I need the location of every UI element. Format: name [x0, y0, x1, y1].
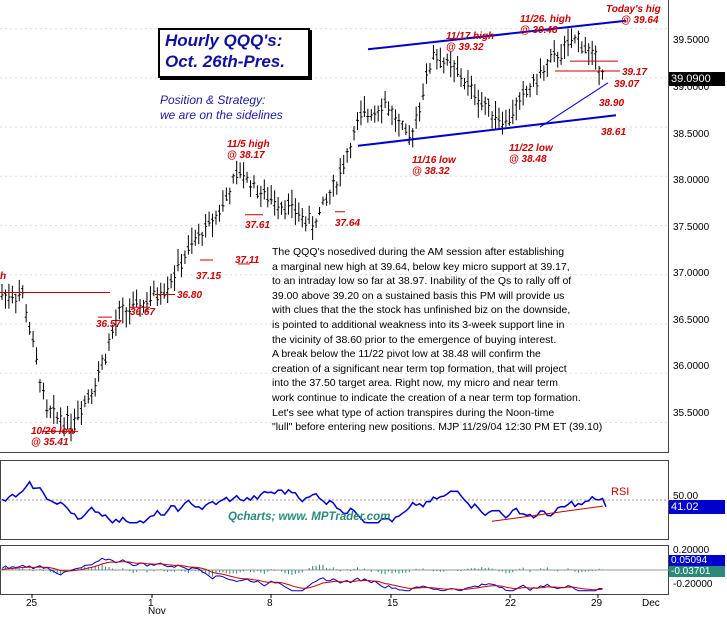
watermark: Qcharts; www. MPTrader.com: [228, 511, 391, 523]
commentary-line: creation of a significant near term top …: [272, 362, 567, 375]
annotation-line: 11/5 high: [227, 139, 270, 150]
annotation-line: @ 38.32: [412, 166, 450, 177]
annotation-line: @ 38.48: [509, 154, 547, 165]
macd-signal-line: [1, 561, 603, 591]
nov22-low-label: 11/22 low @ 38.48: [509, 143, 553, 165]
macd-line: [1, 557, 603, 592]
level-39-07: 39.07: [614, 79, 640, 90]
nov5-high-label: 11/5 high @ 38.17: [227, 139, 270, 161]
annotation-line: @ 35.41: [31, 437, 69, 448]
rsi-line: [1, 480, 607, 524]
macd-tick-label: -0.20000: [673, 579, 713, 590]
price-tick-label: 35.5000: [673, 408, 710, 419]
annotation-line: @ 39.32: [446, 42, 484, 53]
strategy-note: Position & Strategy: we are on the sidel…: [160, 93, 283, 123]
level-38-61: 38.61: [601, 127, 627, 138]
price-tick-label: 39.0000: [673, 82, 710, 93]
commentary-line: 39.00 above 39.20 on a sustained basis t…: [272, 289, 565, 302]
nov17-high-label: 11/17 high @ 39.32: [446, 31, 494, 53]
annotation-line: 11/22 low: [509, 143, 553, 154]
commentary-line: to an intraday low so far at 38.97. Inab…: [272, 275, 572, 288]
x-month-label: Nov: [148, 606, 166, 617]
price-tick-label: 38.0000: [673, 175, 710, 186]
price-tick-label: 39.5000: [673, 35, 710, 46]
x-tick-label: Dec: [642, 598, 660, 609]
x-tick-label: 25: [26, 598, 38, 609]
commentary-line: A break below the 11/22 pivot low at 38.…: [272, 348, 541, 361]
price-tick-label: 36.0000: [673, 361, 710, 372]
level-36-57: 36.57: [96, 319, 122, 330]
level-38-90: 38.90: [599, 98, 625, 109]
x-tick-label: 1: [148, 598, 154, 609]
todays-high-label: Today's hig @ 39.64: [606, 4, 661, 26]
commentary-line: with clues that the the stock has unfini…: [272, 304, 571, 317]
chart-title-line1: Hourly QQQ's:: [165, 31, 283, 50]
level-cutoff-label: h: [0, 271, 7, 282]
commentary-line: into the 37.50 target area. Right now, m…: [272, 377, 558, 390]
level-39-17: 39.17: [622, 67, 648, 78]
strategy-line2: we are on the sidelines: [160, 108, 283, 122]
x-tick-label: 8: [267, 598, 273, 609]
chart-title-line2: Oct. 26th-Pres.: [165, 52, 285, 71]
price-panel: [0, 0, 669, 453]
annotation-line: @ 38.17: [227, 150, 265, 161]
micro-support-line: [539, 82, 609, 128]
price-tick-label: 36.5000: [673, 315, 710, 326]
level-36-67: 36.67: [130, 307, 156, 318]
macd-tick-label: 0.20000: [673, 545, 710, 556]
rsi-current-label: 41.02: [669, 500, 725, 514]
annotation-line: 11/26. high: [520, 14, 571, 25]
level-37-15: 37.15: [196, 271, 222, 282]
oct26-low-label: 10/26 low @ 35.41: [31, 426, 75, 448]
price-tick-label: 37.0000: [673, 268, 710, 279]
x-tick-label: 15: [387, 598, 399, 609]
commentary-text: The QQQ's nosedived during the AM sessio…: [272, 245, 672, 435]
chart-title-box: Hourly QQQ's: Oct. 26th-Pres.: [158, 28, 310, 78]
level-37-11: 37.11: [235, 255, 260, 266]
commentary-line: a marginal new high at 39.64, below key …: [272, 260, 570, 273]
annotation-line: 11/17 high: [446, 31, 495, 42]
level-37-61: 37.61: [245, 220, 271, 231]
commentary-line: is pointed to additional weakness into i…: [272, 318, 565, 331]
x-tick-label: 29: [591, 598, 603, 609]
commentary-line: The QQQ's nosedived during the AM sessio…: [272, 246, 565, 258]
price-tick-label: 38.5000: [673, 129, 710, 140]
annotation-line: @ 39.48: [520, 25, 558, 36]
rsi-tick-label: 50.00: [673, 491, 699, 502]
rsi-trendline: [491, 505, 604, 522]
level-37-64: 37.64: [335, 218, 361, 229]
commentary-line: the vicinity of 38.60 prior to the emerg…: [272, 333, 557, 346]
annotation-line: 11/16 low: [412, 155, 456, 166]
commentary-line: work continue to indicate the creation o…: [272, 391, 581, 404]
strategy-line1: Position & Strategy:: [160, 93, 266, 107]
rsi-label: RSI: [611, 486, 630, 498]
commentary-line: "lull" before entering new positions. MJ…: [272, 421, 603, 434]
current-price-label: 39.0900: [669, 72, 725, 86]
level-36-80: 36.80: [177, 290, 203, 301]
price-tick-label: 37.5000: [673, 222, 710, 233]
nov16-low-label: 11/16 low @ 38.32: [412, 155, 456, 177]
macd-value-label: -0.03701: [669, 566, 725, 577]
annotation-line: Today's hig: [606, 4, 661, 15]
annotation-line: 10/26 low: [31, 426, 76, 437]
macd-value-label: 0.05094: [669, 555, 725, 566]
upper-trendline: [367, 19, 627, 51]
nov26-high-label: 11/26. high @ 39.48: [520, 14, 571, 36]
commentary-line: Let's see what type of action transpires…: [272, 406, 555, 419]
annotation-line: @ 39.64: [621, 15, 659, 26]
lower-trendline: [357, 114, 617, 147]
x-tick-label: 22: [505, 598, 517, 609]
